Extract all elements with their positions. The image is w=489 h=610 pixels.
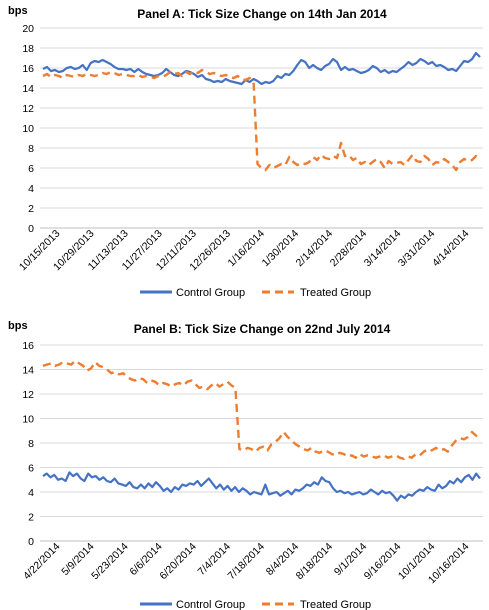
y-tick-label: 20 [22,23,34,35]
y-tick-label: 4 [28,487,34,499]
y-tick-label: 14 [22,365,34,377]
panel-b-title: Panel B: Tick Size Change on 22nd July 2… [134,322,391,336]
series-line-treated [42,68,481,172]
legend-label-treated: Treated Group [300,287,371,299]
x-tick-label: 7/18/2014 [226,541,268,583]
y-tick-label: 4 [28,183,34,195]
panel-a-series [42,51,481,172]
panel-a-y-unit: bps [8,5,28,17]
x-tick-label: 8/18/2014 [294,541,336,583]
series-line-treated [42,359,481,461]
legend-label-treated: Treated Group [300,599,371,610]
y-tick-label: 6 [28,163,34,175]
panel-b-axes: 02468101214164/22/20145/9/20145/23/20146… [21,340,483,586]
y-tick-label: 0 [28,223,34,235]
panel-b-grid [40,344,483,542]
panel-b-legend: Control Group Treated Group [140,599,371,610]
y-tick-label: 10 [22,414,34,426]
panel-a-legend: Control Group Treated Group [140,287,371,299]
panel-a: bps Panel A: Tick Size Change on 14th Ja… [8,5,483,299]
y-tick-label: 10 [22,123,34,135]
y-tick-label: 8 [28,143,34,155]
y-tick-label: 14 [22,83,34,95]
y-tick-label: 2 [28,203,34,215]
x-tick-label: 4/14/2014 [430,228,472,270]
panel-b-series [42,359,481,502]
series-line-control [42,51,481,86]
y-tick-label: 6 [28,463,34,475]
panel-b: bps Panel B: Tick Size Change on 22nd Ju… [8,320,483,610]
x-tick-label: 6/20/2014 [157,541,199,583]
y-tick-label: 8 [28,438,34,450]
panel-a-grid [40,27,483,229]
legend-label-control: Control Group [176,599,245,610]
y-tick-label: 0 [28,536,34,548]
legend-label-control: Control Group [176,287,245,299]
x-tick-label: 5/23/2014 [89,541,131,583]
y-tick-label: 16 [22,63,34,75]
y-tick-label: 2 [28,512,34,524]
y-tick-label: 16 [22,340,34,352]
panel-b-y-unit: bps [8,320,28,332]
series-line-control [42,471,481,502]
panel-a-title: Panel A: Tick Size Change on 14th Jan 20… [137,7,387,21]
y-tick-label: 12 [22,389,34,401]
y-tick-label: 12 [22,103,34,115]
y-tick-label: 18 [22,43,34,55]
